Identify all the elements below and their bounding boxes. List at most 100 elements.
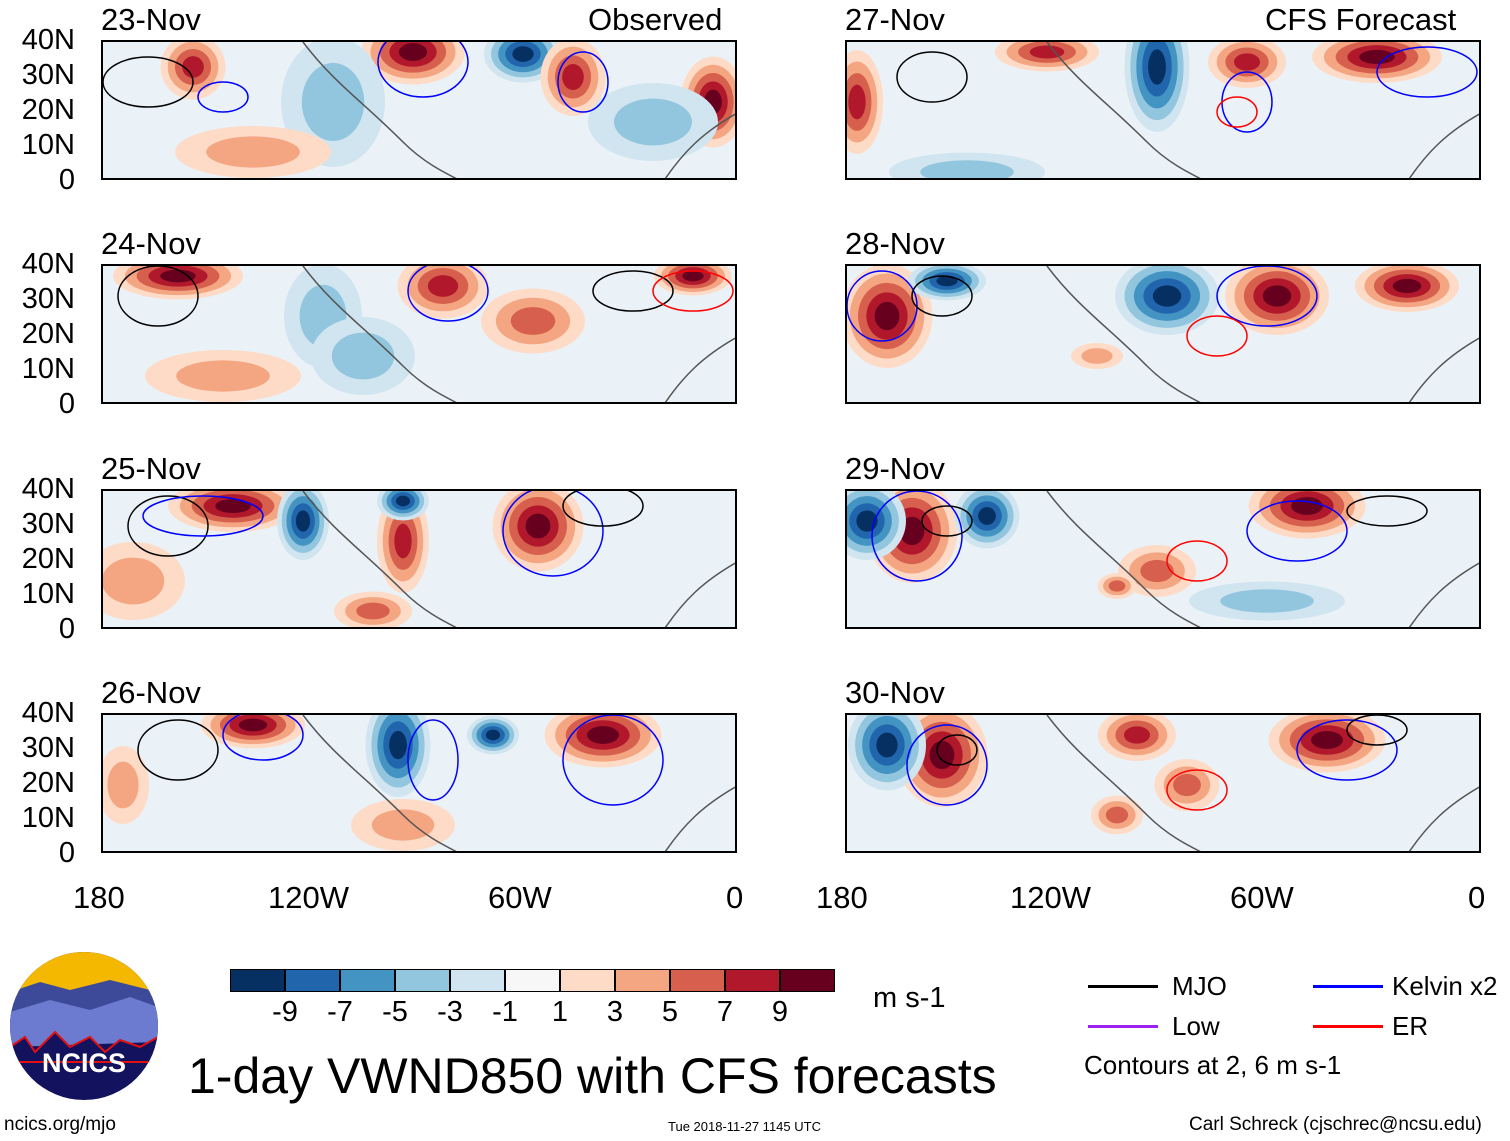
colorbar-label: -1 bbox=[492, 996, 518, 1028]
wind-anomaly-blob bbox=[1262, 285, 1292, 307]
legend-kelvin-line bbox=[1313, 985, 1383, 988]
wind-anomaly-blob bbox=[1029, 45, 1065, 59]
contour-line bbox=[1166, 540, 1228, 582]
contour-line bbox=[562, 715, 664, 806]
contour-line bbox=[652, 270, 734, 312]
wind-anomaly-blob bbox=[1081, 348, 1113, 364]
lat-label: 10N bbox=[21, 578, 75, 610]
contour-line bbox=[407, 266, 489, 322]
lat-label: 0 bbox=[58, 613, 75, 645]
contour-line bbox=[592, 270, 674, 312]
lon-label: 60W bbox=[1230, 880, 1294, 915]
contour-line bbox=[1166, 769, 1228, 811]
wind-anomaly-blob bbox=[1173, 773, 1201, 797]
panel-date: 26-Nov bbox=[101, 675, 201, 710]
contour-line bbox=[142, 495, 264, 537]
panel-date: 27-Nov bbox=[845, 2, 945, 37]
contour-line bbox=[377, 42, 469, 98]
contour-line bbox=[562, 491, 644, 527]
wind-anomaly-blob bbox=[371, 809, 435, 841]
contour-line bbox=[137, 719, 219, 781]
wind-anomaly-blob bbox=[295, 510, 311, 532]
contour-line bbox=[1296, 719, 1398, 781]
map-field bbox=[847, 491, 1479, 627]
ncics-logo: NCICS bbox=[10, 952, 158, 1100]
colorbar-swatch bbox=[450, 969, 505, 992]
wind-anomaly-blob bbox=[1148, 49, 1166, 85]
panel-date: 25-Nov bbox=[101, 451, 201, 486]
wind-anomaly-blob bbox=[587, 726, 619, 744]
map-field bbox=[847, 42, 1479, 178]
lon-label: 0 bbox=[1468, 880, 1486, 915]
colorbar-units: m s-1 bbox=[873, 982, 946, 1014]
contour-line bbox=[936, 734, 978, 766]
wind-anomaly-blob bbox=[1124, 726, 1150, 744]
wind-anomaly-blob bbox=[1108, 580, 1126, 592]
panel-date: 29-Nov bbox=[845, 451, 945, 486]
forecast-header: CFS Forecast bbox=[1265, 2, 1457, 37]
wind-anomaly-blob bbox=[512, 46, 534, 62]
legend-low-label: Low bbox=[1172, 1011, 1220, 1041]
contour-line bbox=[407, 719, 459, 801]
map-panel bbox=[845, 713, 1481, 853]
wind-anomaly-blob bbox=[1152, 285, 1182, 307]
legend-kelvin-label: Kelvin x2 bbox=[1392, 971, 1498, 1001]
contour-line bbox=[906, 724, 988, 806]
lat-label: 10N bbox=[21, 353, 75, 385]
coastline bbox=[302, 266, 735, 402]
colorbar-label: 1 bbox=[551, 996, 569, 1028]
map-panel bbox=[101, 489, 737, 629]
lat-label: 0 bbox=[58, 837, 75, 869]
wind-anomaly-blob bbox=[176, 360, 270, 392]
lon-label: 60W bbox=[488, 880, 552, 915]
figure-title: 1-day VWND850 with CFS forecasts bbox=[188, 1048, 997, 1104]
colorbar-swatch bbox=[670, 969, 725, 992]
wind-anomaly-blob bbox=[1392, 278, 1422, 294]
footer-url: ncics.org/mjo bbox=[4, 1114, 116, 1135]
lon-label: 120W bbox=[1010, 880, 1091, 915]
wind-anomaly-blob bbox=[206, 136, 300, 168]
wind-anomaly-blob bbox=[562, 64, 584, 90]
coastline bbox=[1046, 715, 1479, 851]
map-field bbox=[113, 266, 735, 402]
lat-label: 40N bbox=[21, 24, 75, 56]
colorbar-label: 5 bbox=[661, 996, 679, 1028]
lat-label: 10N bbox=[21, 129, 75, 161]
wind-anomaly-blob bbox=[510, 307, 556, 335]
colorbar-swatch bbox=[615, 969, 670, 992]
colorbar-swatch bbox=[230, 969, 285, 992]
wind-anomaly-blob bbox=[1359, 49, 1395, 65]
map-panel bbox=[845, 264, 1481, 404]
contour-line bbox=[1246, 500, 1348, 562]
wind-anomaly-blob bbox=[848, 84, 866, 120]
wind-anomaly-blob bbox=[929, 740, 955, 770]
contour-line bbox=[896, 51, 968, 103]
map-panel bbox=[101, 264, 737, 404]
legend-mjo-line bbox=[1088, 985, 1158, 988]
footer-author: Carl Schreck (cjschrec@ncsu.edu) bbox=[1189, 1114, 1482, 1135]
contour-line bbox=[921, 505, 973, 537]
wind-anomaly-blob bbox=[238, 718, 268, 732]
panel-date: 23-Nov bbox=[101, 2, 201, 37]
legend-er-label: ER bbox=[1392, 1011, 1429, 1041]
footer-timestamp: Tue 2018-11-27 1145 UTC bbox=[668, 1119, 821, 1134]
lat-label: 10N bbox=[21, 802, 75, 834]
wind-anomaly-blob bbox=[107, 761, 139, 809]
legend-mjo-label: MJO bbox=[1172, 971, 1227, 1001]
wind-anomaly-blob bbox=[1220, 589, 1314, 613]
colorbar-swatch bbox=[725, 969, 780, 992]
lat-label: 20N bbox=[21, 543, 75, 575]
contour-note: Contours at 2, 6 m s-1 bbox=[1084, 1050, 1342, 1080]
wind-anomaly-blob bbox=[301, 63, 365, 141]
map-field bbox=[103, 42, 735, 178]
coastline bbox=[1046, 491, 1479, 627]
contour-line bbox=[117, 266, 199, 327]
colorbar-label: -7 bbox=[327, 996, 353, 1028]
contour-line bbox=[103, 56, 194, 108]
lat-label: 30N bbox=[21, 283, 75, 315]
lat-label: 40N bbox=[21, 248, 75, 280]
lat-label: 20N bbox=[21, 94, 75, 126]
wind-anomaly-blob bbox=[395, 495, 411, 507]
lat-label: 30N bbox=[21, 59, 75, 91]
lat-label: 40N bbox=[21, 697, 75, 729]
